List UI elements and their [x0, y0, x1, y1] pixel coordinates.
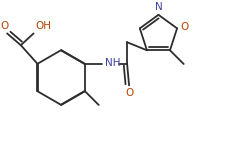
Text: O: O: [180, 22, 188, 32]
Text: O: O: [0, 21, 8, 31]
Text: NH: NH: [105, 58, 120, 68]
Text: O: O: [125, 88, 133, 98]
Text: OH: OH: [36, 21, 51, 31]
Text: N: N: [154, 2, 162, 12]
